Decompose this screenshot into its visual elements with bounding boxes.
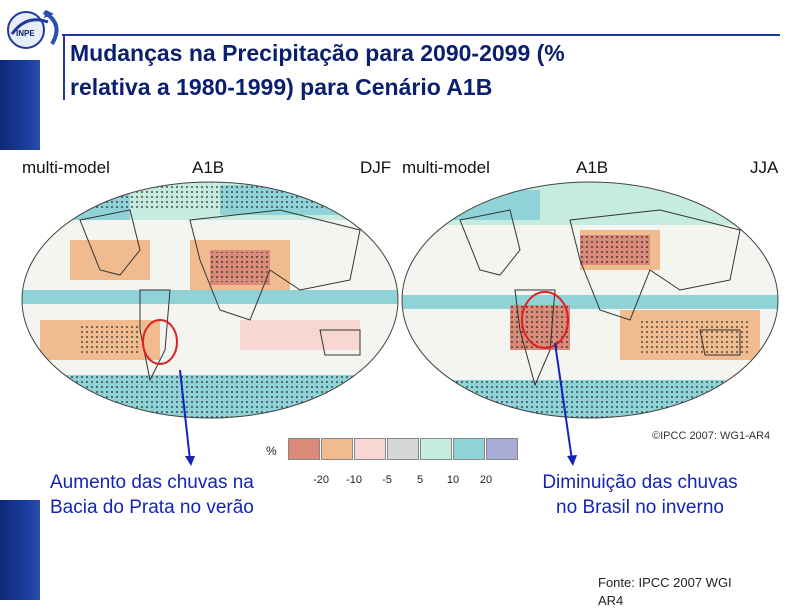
legend-tick-label: 5 xyxy=(416,474,424,486)
left-accent-bar-bottom xyxy=(0,500,40,600)
ipcc-copyright: ©IPCC 2007: WG1-AR4 xyxy=(652,430,771,442)
legend-swatch xyxy=(321,438,353,460)
legend-tick-label: 20 xyxy=(479,474,493,486)
caption-left: Aumento das chuvas na Bacia do Prata no … xyxy=(50,470,254,520)
legend-swatch xyxy=(453,438,485,460)
highlight-circle-brasil xyxy=(521,291,569,349)
caption-right-line2: no Brasil no inverno xyxy=(556,497,724,518)
world-map-jja xyxy=(401,181,779,419)
legend-tick-label: -10 xyxy=(346,474,362,486)
precip-map-jja: multi-model A1B JJA xyxy=(400,158,780,440)
svg-text:INPE: INPE xyxy=(16,29,35,38)
legend-swatch xyxy=(420,438,452,460)
legend-swatch xyxy=(288,438,320,460)
map-scenario-label: A1B xyxy=(192,158,225,177)
legend-tick-label: -5 xyxy=(382,474,392,486)
caption-right: Diminuição das chuvas no Brasil no inver… xyxy=(520,470,760,520)
slide-title-line2: relativa a 1980-1999) para Cenário A1B xyxy=(70,74,493,100)
legend-tick-label: -20 xyxy=(313,474,329,486)
legend-swatch xyxy=(486,438,518,460)
highlight-circle-prata xyxy=(142,319,178,365)
slide-title-line1: Mudanças na Precipitação para 2090-2099 … xyxy=(70,40,565,66)
world-map-djf xyxy=(21,181,399,419)
map-scenario-label: A1B xyxy=(576,158,609,177)
precip-map-djf: multi-model A1B DJF xyxy=(20,158,400,440)
arrowhead-right xyxy=(567,455,577,466)
source-citation: Fonte: IPCC 2007 WGI AR4 xyxy=(598,574,732,610)
legend-swatch xyxy=(354,438,386,460)
caption-right-line1: Diminuição das chuvas xyxy=(542,472,738,493)
slide-title: Mudanças na Precipitação para 2090-2099 … xyxy=(70,36,790,104)
source-line2: AR4 xyxy=(598,593,624,608)
arrowhead-left xyxy=(185,456,195,466)
legend-tick-label: 10 xyxy=(446,474,460,486)
title-rule-vertical xyxy=(63,36,65,100)
map-season-label: JJA xyxy=(750,158,779,177)
legend-unit: % xyxy=(266,444,277,458)
inpe-logo: INPE xyxy=(7,10,59,49)
map-model-label: multi-model xyxy=(22,158,110,177)
caption-left-line2: Bacia do Prata no verão xyxy=(50,497,254,518)
source-line1: Fonte: IPCC 2007 WGI xyxy=(598,575,732,590)
caption-left-line1: Aumento das chuvas na xyxy=(50,472,254,493)
map-season-label: DJF xyxy=(360,158,392,177)
title-rule-horizontal xyxy=(62,34,780,36)
legend-swatch xyxy=(387,438,419,460)
map-model-label: multi-model xyxy=(402,158,490,177)
left-accent-bar-top xyxy=(0,60,40,150)
